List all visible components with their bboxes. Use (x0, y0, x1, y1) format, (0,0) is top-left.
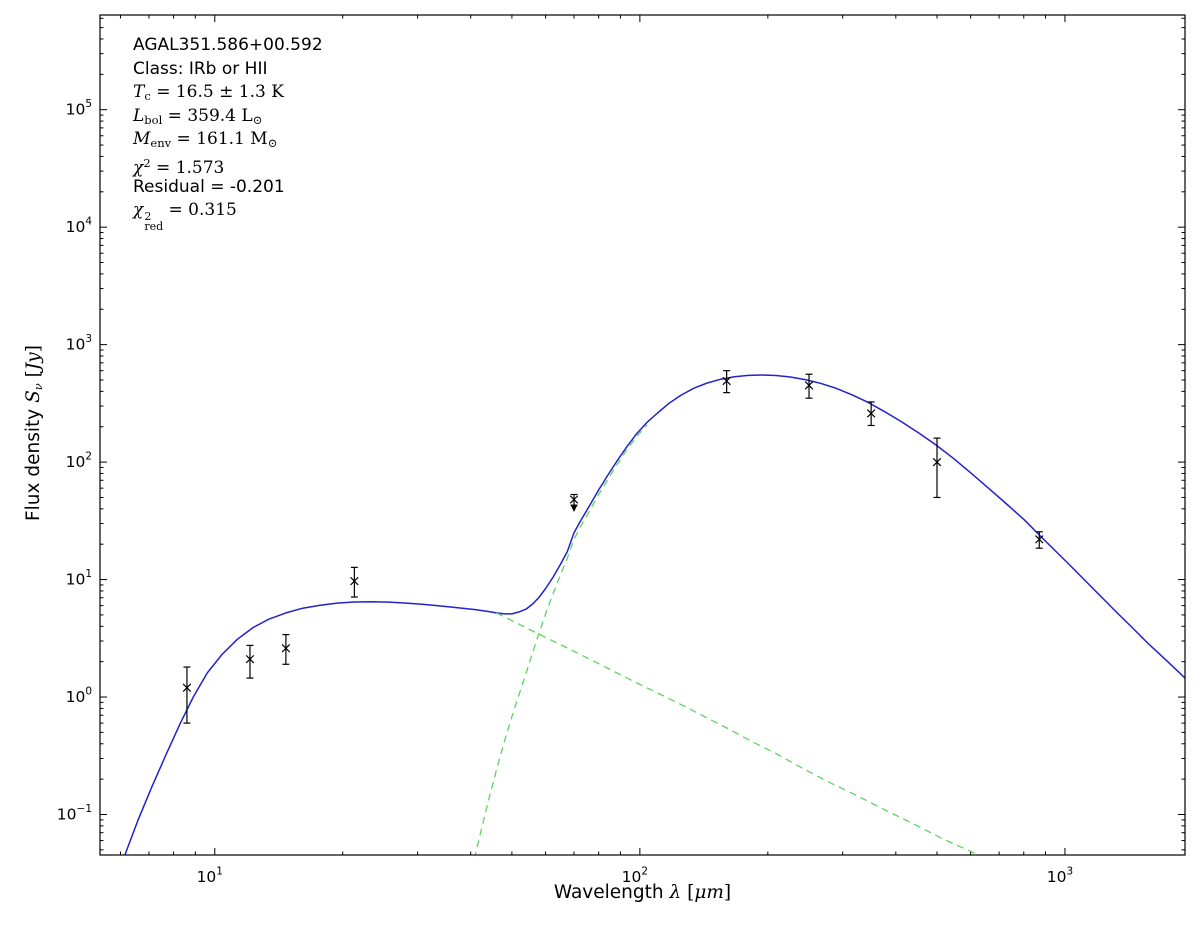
menv-value: = 161.1 (171, 129, 251, 150)
chi2-exponent: 2 (143, 155, 151, 170)
chi2red-symbol: χ (133, 200, 144, 221)
y-axis-label: Flux density Sν [Jy] (23, 345, 45, 521)
fit-parameters-annotation: AGAL351.586+00.592 Class: IRb or HII Tc … (133, 34, 323, 232)
y-axis-label-text: Flux density (22, 402, 44, 521)
total-model-fit (124, 374, 1185, 855)
lambda-symbol: λ (669, 882, 682, 903)
menv-unit: M (250, 129, 268, 150)
upper-limit-arrow (570, 505, 578, 512)
tc-subscript: c (144, 89, 151, 104)
nu-subscript: ν (31, 383, 46, 391)
y-unit-open-bracket: [ (22, 370, 44, 384)
reduced-chi-squared: χ 2 red = 0.315 (133, 199, 323, 232)
chi2red-supsub: 2 red (144, 210, 164, 234)
svg-text:102: 102 (66, 451, 92, 472)
x-axis-label: Wavelength λ [μm] (100, 882, 1185, 903)
bolometric-luminosity: Lbol = 359.4 L⊙ (133, 105, 323, 129)
source-class: Class: IRb or HII (133, 58, 268, 79)
menv-symbol: M (133, 129, 151, 150)
dust-temperature: Tc = 16.5 ± 1.3 K (133, 81, 323, 105)
y-unit-close-bracket: ] (22, 345, 44, 353)
x-unit: μm (694, 882, 724, 903)
svg-text:105: 105 (66, 98, 92, 119)
x-unit-open-bracket: [ (681, 882, 695, 903)
chi-squared: χ2 = 1.573 (133, 152, 323, 178)
chi2-symbol: χ (133, 157, 144, 178)
lbol-value: = 359.4 (162, 105, 242, 126)
svg-text:103: 103 (1047, 866, 1073, 887)
cold-envelope-component (474, 424, 648, 855)
lbol-unit: L (241, 105, 253, 126)
sun-symbol: ⊙ (267, 136, 278, 151)
chi2red-subscript: red (144, 220, 164, 234)
svg-text:103: 103 (66, 333, 92, 354)
svg-text:102: 102 (622, 866, 648, 887)
plot-frame (99, 14, 1186, 856)
lbol-subscript: bol (144, 113, 163, 127)
tc-value: = 16.5 ± 1.3 K (150, 82, 284, 103)
photometry-points (182, 370, 1044, 724)
flux-symbol: S (22, 390, 44, 403)
tick-labels: 101 102 103 10−1 100 101 102 103 104 105 (57, 98, 1073, 886)
lbol-symbol: L (133, 105, 145, 126)
menv-subscript: env (150, 136, 172, 151)
chi2red-exponent: 2 (144, 210, 152, 224)
residual: Residual = -0.201 (133, 176, 285, 197)
svg-text:100: 100 (66, 686, 92, 707)
source-name: AGAL351.586+00.592 (133, 35, 323, 55)
svg-text:10−1: 10−1 (57, 803, 92, 824)
warm-component (496, 612, 981, 855)
x-unit-close-bracket: ] (723, 882, 732, 903)
chi2red-value: = 0.315 (163, 200, 237, 221)
y-unit: Jy (22, 352, 44, 371)
x-axis-label-text: Wavelength (553, 882, 670, 903)
sun-symbol: ⊙ (252, 113, 263, 127)
svg-text:101: 101 (66, 568, 92, 589)
svg-text:101: 101 (197, 866, 223, 887)
tc-symbol: T (133, 82, 145, 103)
envelope-mass: Menv = 161.1 M⊙ (133, 128, 323, 152)
svg-text:104: 104 (66, 216, 93, 237)
chi2-value: = 1.573 (150, 157, 225, 178)
